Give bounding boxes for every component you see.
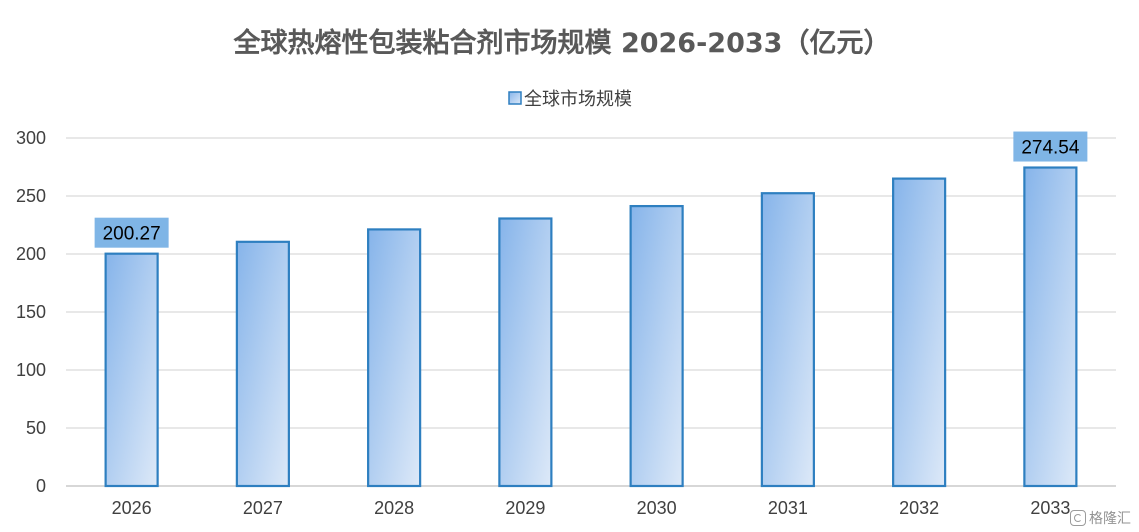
bar-2030 — [629, 204, 684, 488]
x-tick-label: 2030 — [637, 498, 677, 518]
y-tick-label: 150 — [16, 302, 46, 322]
y-tick-label: 100 — [16, 360, 46, 380]
x-tick-label: 2027 — [243, 498, 283, 518]
bar-2028 — [367, 228, 422, 488]
y-tick-label: 50 — [26, 418, 46, 438]
chart-title: 全球热熔性包装粘合剂市场规模 2026-2033（亿元） — [233, 27, 891, 59]
bar-2027 — [235, 240, 290, 488]
gelonghui-logo-icon — [1070, 510, 1086, 526]
x-tick-label: 2029 — [505, 498, 545, 518]
watermark: 格隆汇 — [1070, 508, 1131, 528]
x-tick-label: 2032 — [899, 498, 939, 518]
x-tick-label: 2026 — [112, 498, 152, 518]
legend-label: 全球市场规模 — [524, 89, 632, 110]
x-tick-label: 2028 — [374, 498, 414, 518]
watermark-text: 格隆汇 — [1089, 511, 1131, 527]
x-axis: 2026 2027 2028 2029 2030 2031 2032 2033 — [112, 498, 1071, 518]
bar-2029 — [498, 217, 553, 488]
data-label-box — [94, 217, 169, 248]
bar-2026 — [104, 252, 159, 488]
y-tick-label: 250 — [16, 186, 46, 206]
data-label-box — [1013, 131, 1088, 162]
legend-swatch — [508, 91, 522, 105]
y-tick-label: 300 — [16, 128, 46, 148]
y-tick-label: 200 — [16, 244, 46, 264]
data-label-2033: 274.54 — [1021, 138, 1080, 159]
data-labels: 200.27 274.54 — [94, 131, 1088, 248]
bars — [104, 166, 1078, 488]
bar-2031 — [760, 192, 815, 488]
gridlines — [66, 137, 1116, 487]
data-label-2026: 200.27 — [103, 224, 161, 245]
x-tick-label: 2033 — [1030, 498, 1070, 518]
bar-2032 — [892, 177, 947, 488]
y-tick-label: 0 — [36, 476, 46, 496]
legend: 全球市场规模 — [508, 89, 632, 110]
bar-2033 — [1023, 166, 1078, 488]
x-tick-label: 2031 — [768, 498, 808, 518]
y-axis: 0 50 100 150 200 250 300 — [16, 128, 46, 496]
